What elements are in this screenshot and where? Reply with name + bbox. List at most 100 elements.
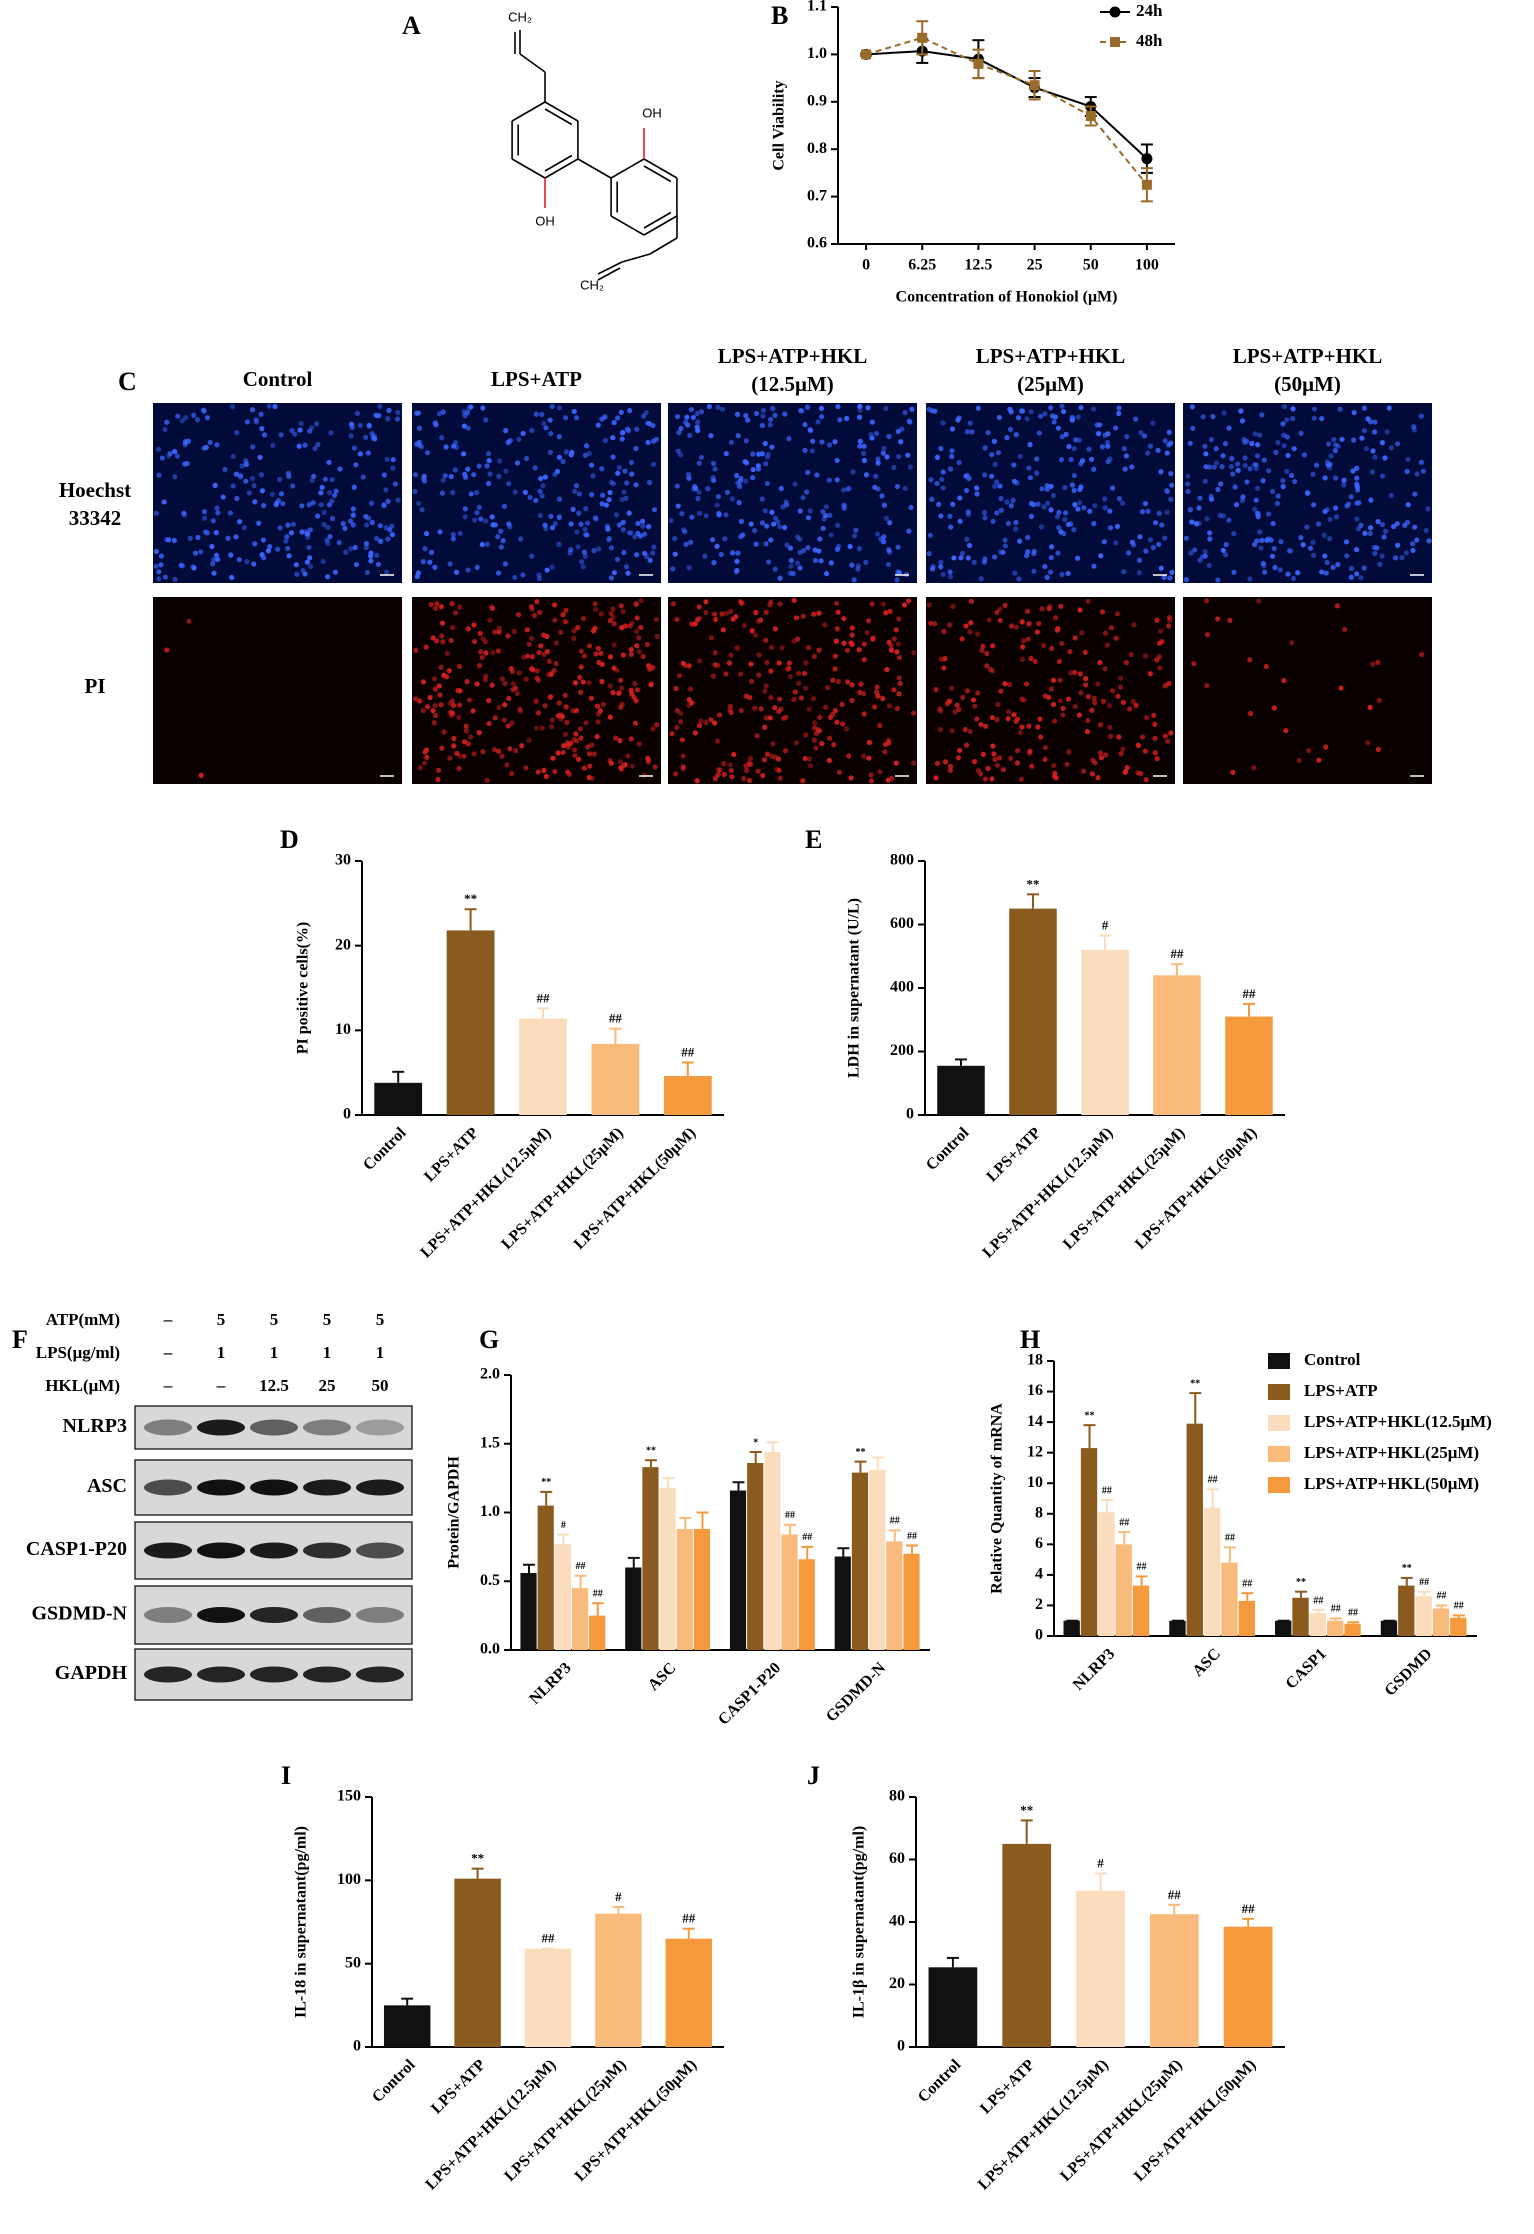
nucleus [595, 422, 601, 428]
nucleus [759, 422, 765, 429]
nucleus [518, 536, 524, 542]
significance: ## [1436, 1591, 1446, 1602]
nucleus [491, 747, 498, 753]
nucleus [434, 638, 440, 644]
nucleus [861, 690, 867, 697]
nucleus [850, 469, 856, 475]
band [144, 1666, 192, 1683]
nucleus [937, 706, 943, 712]
nucleus [560, 458, 566, 465]
nucleus [966, 542, 973, 549]
nucleus [1029, 763, 1035, 769]
nucleus [1051, 718, 1058, 724]
nucleus [1426, 538, 1432, 544]
nucleus [712, 466, 718, 472]
nucleus [257, 454, 263, 460]
nucleus [634, 426, 640, 432]
nucleus [963, 623, 969, 629]
nucleus [560, 612, 566, 618]
nucleus [1334, 603, 1340, 609]
nucleus [1332, 505, 1339, 511]
nucleus [533, 411, 539, 417]
nucleus [926, 550, 932, 557]
nucleus [1040, 642, 1047, 649]
nucleus [1132, 416, 1139, 422]
nucleus [468, 491, 474, 497]
nucleus [762, 688, 768, 694]
bar [937, 1065, 985, 1115]
nucleus [1150, 420, 1156, 426]
nucleus [577, 726, 583, 732]
nucleus [776, 660, 782, 666]
nucleus [857, 438, 863, 444]
nucleus [875, 456, 881, 462]
nucleus [683, 541, 689, 547]
nucleus [975, 690, 981, 696]
y-tick-label: 1.1 [807, 0, 827, 15]
nucleus [1296, 757, 1302, 764]
nucleus [614, 667, 620, 673]
nucleus [299, 503, 305, 509]
nucleus [373, 535, 380, 542]
nucleus [389, 532, 396, 538]
lane-label: – [163, 1343, 173, 1362]
nucleus [584, 532, 590, 538]
nucleus [950, 501, 956, 507]
nucleus [693, 485, 699, 492]
nucleus [834, 600, 840, 607]
nucleus [689, 621, 695, 627]
significance: ## [1242, 1579, 1252, 1590]
nucleus [1354, 475, 1360, 481]
nucleus [440, 409, 446, 415]
nucleus [580, 615, 587, 622]
nucleus [368, 500, 375, 506]
nucleus [575, 756, 582, 762]
nucleus [462, 413, 468, 419]
y-tick-label: 18 [1027, 1352, 1043, 1369]
nucleus [1027, 475, 1033, 481]
nucleus [880, 695, 886, 702]
nucleus [980, 751, 986, 757]
nucleus [390, 465, 396, 471]
nucleus [1072, 501, 1078, 508]
nucleus [776, 708, 782, 715]
nucleus [1099, 609, 1106, 615]
nucleus [678, 425, 684, 432]
nucleus [213, 552, 220, 558]
nucleus [749, 678, 755, 684]
nucleus [1412, 491, 1418, 497]
nucleus [599, 501, 605, 507]
nucleus [1278, 539, 1284, 545]
nucleus [1247, 466, 1253, 472]
row-label: 33342 [69, 506, 122, 530]
nucleus [385, 536, 391, 542]
nucleus [210, 518, 216, 524]
nucleus [611, 570, 618, 576]
nucleus [1418, 459, 1424, 465]
bar [1380, 1620, 1398, 1636]
nucleus [1051, 419, 1057, 425]
nucleus [307, 555, 313, 561]
nucleus [383, 569, 390, 575]
nucleus [607, 654, 614, 660]
nucleus [1056, 525, 1062, 531]
bar [446, 930, 495, 1115]
marker [973, 58, 984, 69]
nucleus [1419, 651, 1425, 658]
nucleus [298, 420, 304, 427]
nucleus [1145, 508, 1151, 514]
nucleus [234, 495, 240, 502]
nucleus [1271, 546, 1277, 552]
marker [861, 49, 872, 60]
nucleus [1185, 481, 1191, 487]
nucleus [523, 676, 529, 682]
nucleus [164, 537, 170, 543]
nucleus [894, 649, 900, 655]
nucleus [786, 436, 792, 442]
nucleus [186, 618, 192, 624]
nucleus [1026, 723, 1032, 729]
significance: ## [1313, 1595, 1323, 1606]
nucleus [457, 702, 463, 708]
nucleus [865, 618, 872, 624]
nucleus [715, 494, 722, 500]
